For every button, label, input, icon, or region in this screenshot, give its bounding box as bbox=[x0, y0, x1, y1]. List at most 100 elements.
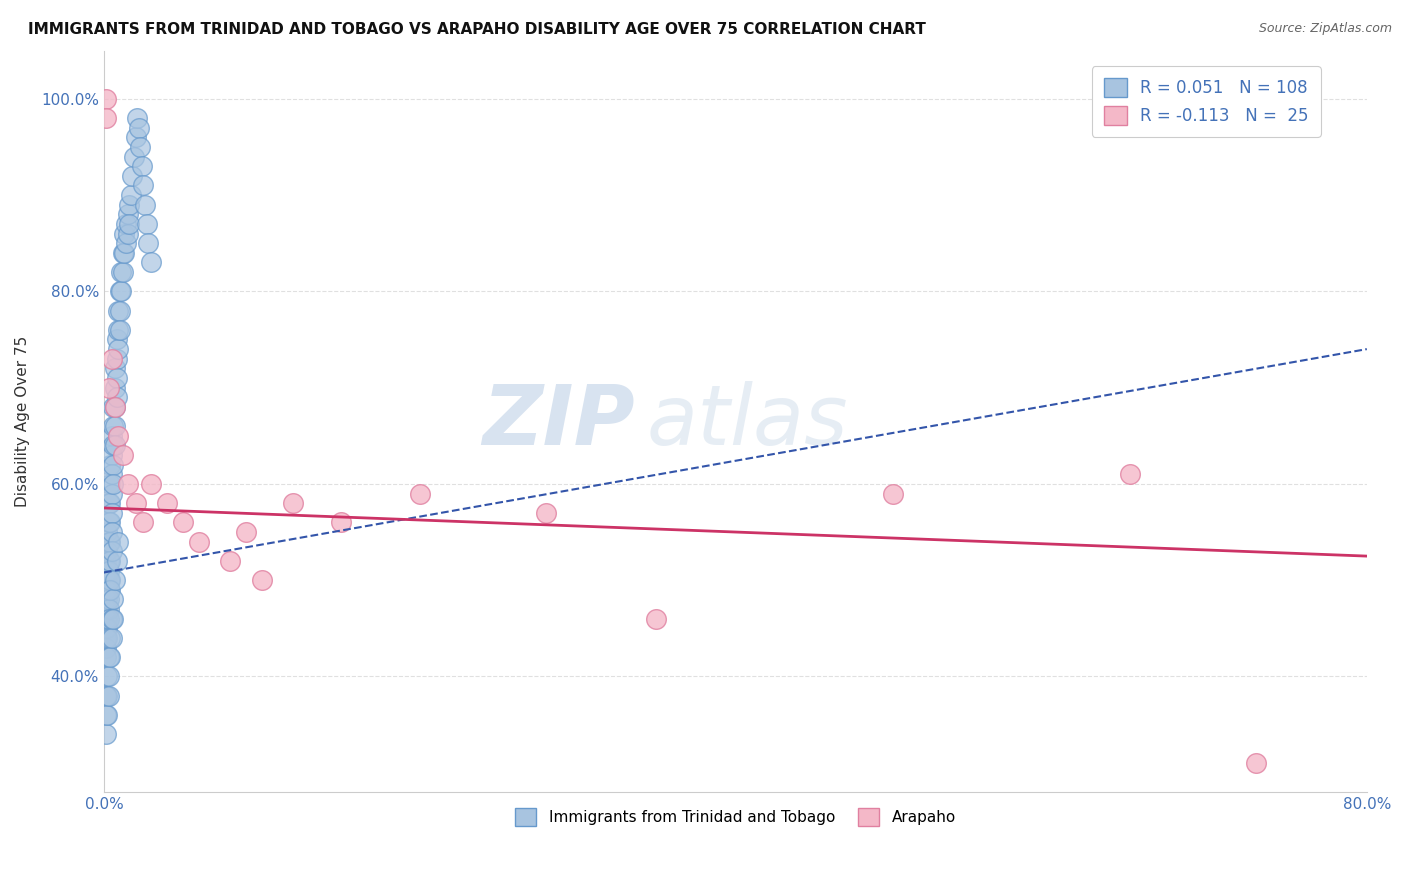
Point bbox=[534, 506, 557, 520]
Point bbox=[110, 265, 132, 279]
Point bbox=[103, 438, 125, 452]
Point bbox=[104, 419, 127, 434]
Point bbox=[98, 650, 121, 665]
Point bbox=[114, 227, 136, 241]
Point bbox=[107, 534, 129, 549]
Point bbox=[98, 496, 121, 510]
Point bbox=[98, 573, 121, 587]
Point bbox=[104, 381, 127, 395]
Point bbox=[141, 476, 163, 491]
Point bbox=[103, 476, 125, 491]
Point bbox=[94, 708, 117, 723]
Point bbox=[96, 689, 118, 703]
Point bbox=[104, 573, 127, 587]
Point bbox=[97, 650, 120, 665]
Point bbox=[94, 631, 117, 645]
Point bbox=[96, 524, 118, 539]
Point bbox=[94, 621, 117, 635]
Point bbox=[219, 554, 242, 568]
Point bbox=[131, 159, 153, 173]
Point bbox=[96, 708, 118, 723]
Point bbox=[94, 727, 117, 741]
Point bbox=[101, 467, 124, 482]
Point bbox=[132, 516, 155, 530]
Point bbox=[96, 564, 118, 578]
Point bbox=[96, 631, 118, 645]
Point bbox=[103, 400, 125, 414]
Point bbox=[408, 486, 430, 500]
Point bbox=[104, 438, 127, 452]
Point bbox=[105, 333, 128, 347]
Point bbox=[98, 458, 121, 472]
Point bbox=[117, 227, 139, 241]
Point bbox=[96, 582, 118, 597]
Point bbox=[124, 496, 146, 510]
Point bbox=[94, 582, 117, 597]
Point bbox=[101, 351, 124, 366]
Point bbox=[98, 476, 121, 491]
Point bbox=[94, 612, 117, 626]
Point bbox=[141, 255, 163, 269]
Text: ZIP: ZIP bbox=[482, 381, 634, 462]
Text: IMMIGRANTS FROM TRINIDAD AND TOBAGO VS ARAPAHO DISABILITY AGE OVER 75 CORRELATIO: IMMIGRANTS FROM TRINIDAD AND TOBAGO VS A… bbox=[28, 22, 927, 37]
Point bbox=[97, 582, 120, 597]
Point bbox=[107, 342, 129, 356]
Point bbox=[96, 612, 118, 626]
Point bbox=[96, 544, 118, 558]
Point bbox=[104, 400, 127, 414]
Point bbox=[98, 554, 121, 568]
Point bbox=[101, 429, 124, 443]
Point bbox=[101, 612, 124, 626]
Point bbox=[1119, 467, 1142, 482]
Point bbox=[103, 419, 125, 434]
Point bbox=[105, 554, 128, 568]
Point bbox=[111, 245, 134, 260]
Point bbox=[98, 631, 121, 645]
Point bbox=[115, 236, 138, 251]
Point bbox=[235, 524, 257, 539]
Point bbox=[104, 400, 127, 414]
Point bbox=[96, 602, 118, 616]
Point bbox=[96, 573, 118, 587]
Point bbox=[97, 381, 120, 395]
Point bbox=[94, 689, 117, 703]
Point bbox=[114, 245, 136, 260]
Point bbox=[329, 516, 352, 530]
Point bbox=[136, 236, 159, 251]
Point bbox=[107, 323, 129, 337]
Point bbox=[107, 303, 129, 318]
Point bbox=[98, 534, 121, 549]
Point bbox=[97, 564, 120, 578]
Point bbox=[97, 602, 120, 616]
Point bbox=[120, 188, 142, 202]
Point bbox=[98, 516, 121, 530]
Point bbox=[128, 120, 150, 135]
Y-axis label: Disability Age Over 75: Disability Age Over 75 bbox=[15, 335, 30, 507]
Point bbox=[124, 130, 146, 145]
Point bbox=[135, 217, 157, 231]
Point bbox=[101, 448, 124, 462]
Point bbox=[118, 197, 141, 211]
Point bbox=[101, 631, 124, 645]
Point bbox=[127, 111, 149, 125]
Point bbox=[101, 544, 124, 558]
Point bbox=[105, 390, 128, 404]
Point bbox=[108, 323, 131, 337]
Point bbox=[107, 429, 129, 443]
Point bbox=[105, 371, 128, 385]
Point bbox=[103, 458, 125, 472]
Point bbox=[96, 592, 118, 607]
Point bbox=[105, 351, 128, 366]
Point bbox=[645, 612, 668, 626]
Point bbox=[94, 602, 117, 616]
Point bbox=[94, 640, 117, 655]
Point bbox=[94, 111, 117, 125]
Point bbox=[97, 573, 120, 587]
Point bbox=[117, 476, 139, 491]
Point bbox=[103, 612, 125, 626]
Legend: Immigrants from Trinidad and Tobago, Arapaho: Immigrants from Trinidad and Tobago, Ara… bbox=[505, 797, 966, 836]
Point bbox=[96, 621, 118, 635]
Point bbox=[96, 669, 118, 683]
Point bbox=[134, 197, 156, 211]
Point bbox=[98, 582, 121, 597]
